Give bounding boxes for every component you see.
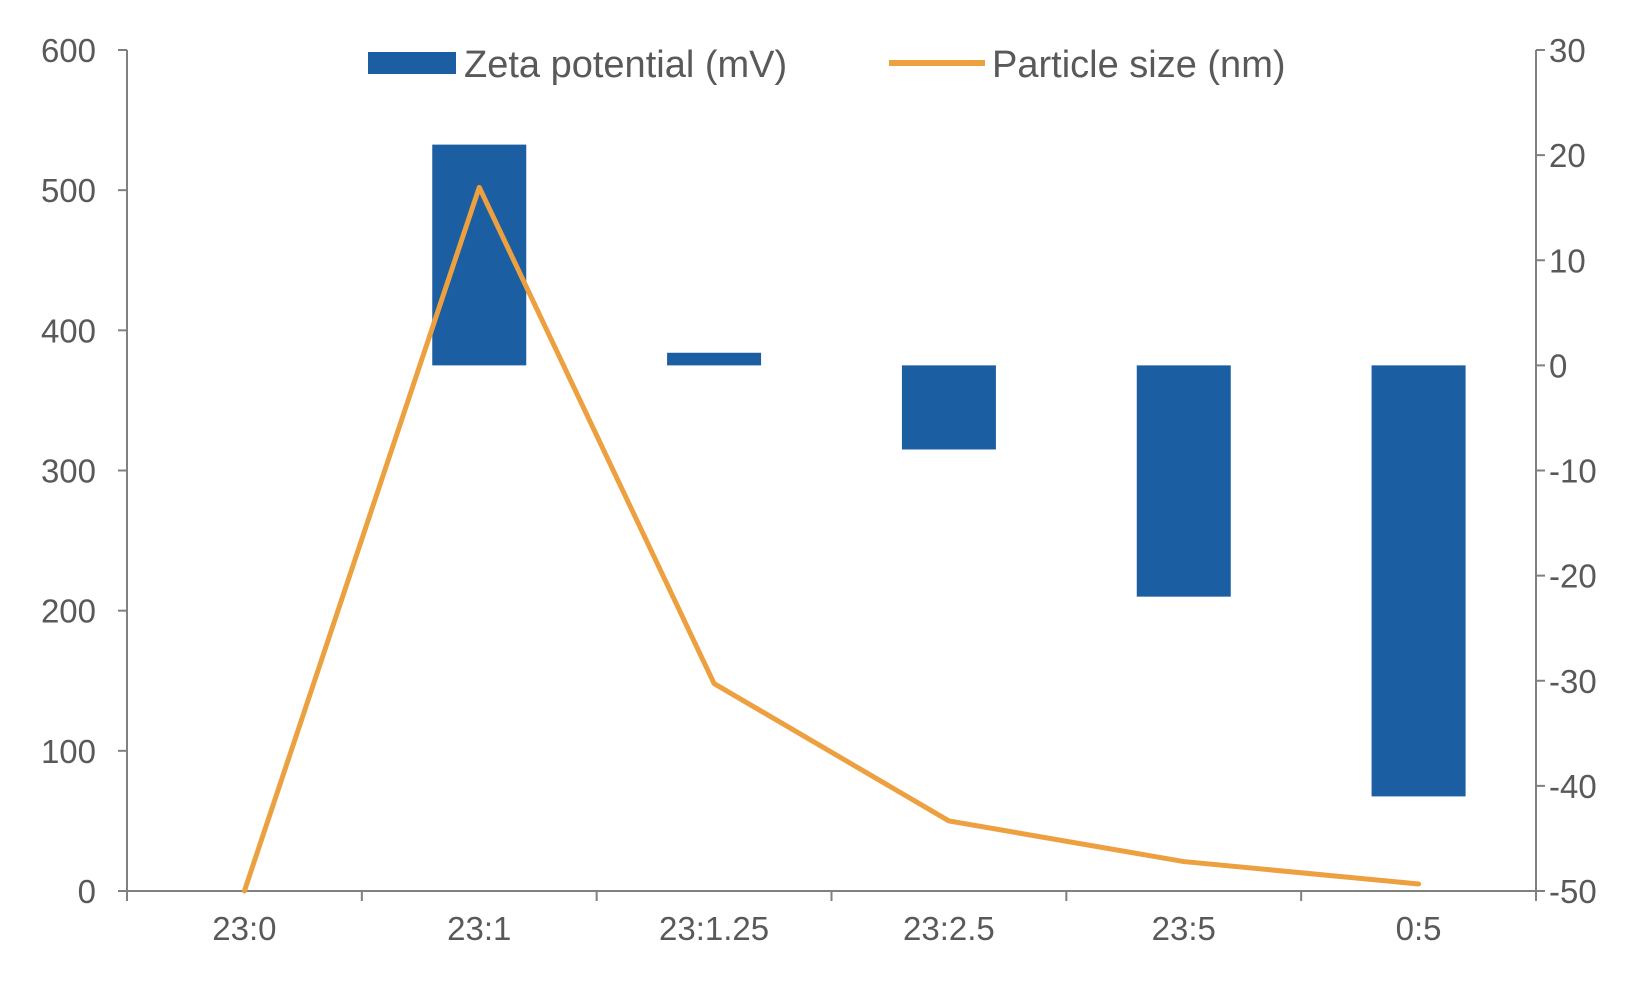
particle-size-line (241, 184, 1422, 894)
left-y-tick-label: 0 (78, 873, 96, 910)
left-y-tick-label: 200 (41, 593, 96, 630)
zeta-potential-bar (1371, 365, 1466, 797)
x-tick-label: 23:1.25 (659, 910, 769, 947)
left-y-tick-label: 600 (41, 32, 96, 69)
right-y-tick-label: -20 (1549, 558, 1597, 595)
zeta-potential-bar (901, 365, 996, 450)
legend-label-particle-size: Particle size (nm) (992, 44, 1286, 86)
x-tick-label: 23:5 (1152, 910, 1216, 947)
particle-size-polyline (241, 184, 1422, 894)
legend-swatch-zeta-potential (368, 52, 456, 74)
zeta-potential-bar (1136, 365, 1231, 597)
right-y-tick-label: 20 (1549, 137, 1586, 174)
left-y-tick-label: 400 (41, 312, 96, 349)
right-y-tick-label: 10 (1549, 242, 1586, 279)
x-tick-label: 23:1 (447, 910, 511, 947)
zeta-potential-bar (667, 352, 762, 366)
x-tick-label: 23:2.5 (903, 910, 995, 947)
left-y-tick-label: 500 (41, 172, 96, 209)
right-y-tick-label: -10 (1549, 453, 1597, 490)
legend-label-zeta-potential: Zeta potential (mV) (464, 44, 787, 86)
right-y-tick-label: 30 (1549, 32, 1586, 69)
left-y-tick-label: 100 (41, 733, 96, 770)
right-y-tick-label: -30 (1549, 663, 1597, 700)
x-tick-label: 0:5 (1396, 910, 1442, 947)
zeta-potential-bars (432, 144, 1466, 797)
x-tick-label: 23:0 (212, 910, 276, 947)
right-y-tick-label: -40 (1549, 768, 1597, 805)
right-y-tick-label: 0 (1549, 347, 1567, 384)
left-y-tick-label: 300 (41, 453, 96, 490)
axes: 0 100 200 300 400 500 600 -50 -40 -30 -20 -10 0 10 20 3… (41, 32, 1597, 947)
right-y-tick-label: -50 (1549, 873, 1597, 910)
legend: Zeta potential (mV) Particle size (nm) (368, 44, 1286, 86)
